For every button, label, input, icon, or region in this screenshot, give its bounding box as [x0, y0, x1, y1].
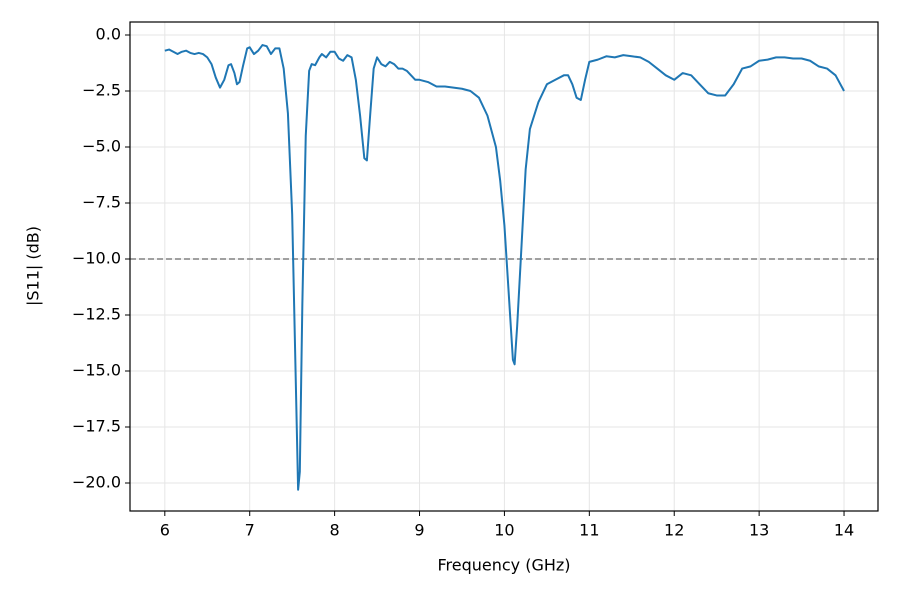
- y-axis-label: |S11| (dB): [24, 226, 43, 306]
- y-tick-label: −2.5: [82, 80, 121, 99]
- y-tick-label: −12.5: [72, 304, 121, 323]
- y-tick-label: −15.0: [72, 360, 121, 379]
- y-tick-label: −10.0: [72, 248, 121, 267]
- x-tick-label: 6: [160, 521, 170, 540]
- y-tick-label: −5.0: [82, 136, 121, 155]
- x-tick-label: 10: [494, 521, 514, 540]
- x-tick-label: 12: [664, 521, 684, 540]
- x-tick-label: 8: [330, 521, 340, 540]
- x-tick-label: 13: [749, 521, 769, 540]
- plot-frame: [129, 21, 879, 512]
- x-tick-label: 9: [414, 521, 424, 540]
- x-axis-label: Frequency (GHz): [437, 556, 570, 575]
- x-tick-label: 14: [834, 521, 854, 540]
- y-tick-label: 0.0: [96, 24, 121, 43]
- y-tick-label: −20.0: [72, 472, 121, 491]
- y-tick-label: −7.5: [82, 192, 121, 211]
- data-line: [164, 44, 845, 491]
- x-tick-label: 7: [245, 521, 255, 540]
- x-tick-label: 11: [579, 521, 599, 540]
- y-tick-label: −17.5: [72, 416, 121, 435]
